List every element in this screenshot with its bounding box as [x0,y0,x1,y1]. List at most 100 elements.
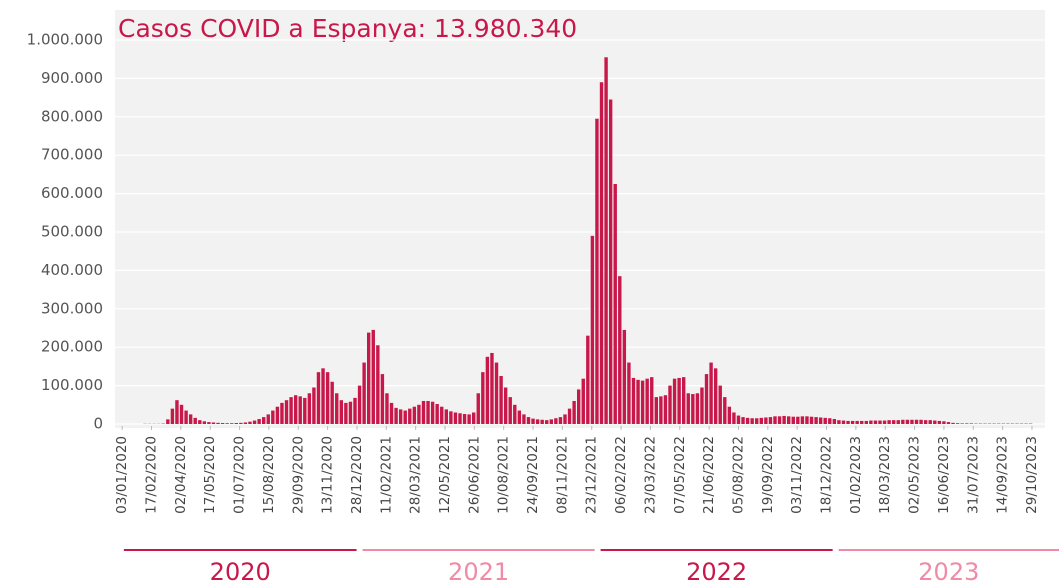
bar [910,419,914,424]
x-tick-label: 23/03/2022 [642,436,658,514]
bar [312,387,316,424]
bar [563,414,567,424]
bar [864,420,869,424]
bar [700,387,704,424]
bar [818,417,823,424]
bar [257,419,261,424]
bar [430,401,435,424]
bar [508,397,512,424]
x-tick-label: 23/12/2021 [584,436,600,514]
bar [230,423,234,424]
bar [755,418,759,424]
bar [271,410,275,424]
bar [586,335,590,424]
bar [576,389,581,424]
bar [946,422,951,424]
bar [796,416,800,424]
bar [184,410,188,424]
x-tick-label: 03/11/2022 [789,436,805,514]
bar [426,400,430,424]
y-tick-label: 200.000 [41,338,103,356]
bar [335,393,339,424]
bar [837,420,841,424]
bar [786,416,791,424]
bar [289,397,293,424]
bar [809,416,814,424]
bar [745,417,750,424]
bar [887,420,891,424]
x-tick-label: 01/07/2020 [232,436,248,514]
y-tick-label: 1.000.000 [27,31,103,49]
x-tick-label: 16/06/2023 [936,436,952,514]
y-tick-label: 700.000 [41,146,103,164]
bar [832,419,837,424]
y-tick-label: 300.000 [41,299,103,317]
bar [960,423,964,424]
bar [554,418,558,424]
bar [718,385,722,424]
bar [398,409,403,424]
bar [704,374,709,424]
x-tick-label: 08/11/2021 [554,436,570,514]
bar [481,372,485,424]
bar [969,423,974,424]
x-tick-label: 13/11/2020 [320,436,336,514]
x-tick-label: 31/07/2023 [965,436,981,514]
x-tick-label: 17/05/2020 [202,436,218,514]
bar [965,423,969,424]
bar [659,396,663,424]
bar [170,408,175,424]
bar [663,395,668,424]
bar [476,393,480,424]
bar [750,418,754,424]
bar [449,411,453,424]
y-tick-label: 0 [93,415,103,433]
bar [777,416,782,424]
bar [581,378,585,424]
bar [955,423,960,424]
bar [869,420,873,424]
bar [841,420,846,424]
bar [175,400,179,424]
bar [590,235,595,424]
bar [280,402,284,424]
bar [604,57,608,424]
x-tick-label: 14/09/2023 [995,436,1011,514]
bar [901,419,905,424]
bar [293,395,298,424]
x-tick-label: 10/08/2021 [496,436,512,514]
year-label: 2021 [448,558,509,586]
bar [330,381,334,424]
bar [741,417,745,424]
plot-background [115,10,1045,428]
bar [599,82,604,425]
bar [357,385,362,424]
bar [686,393,690,424]
bar [366,332,371,424]
bar [914,419,919,424]
bar [535,419,540,424]
year-label: 2023 [918,558,979,586]
bar [353,397,357,424]
bar [636,379,640,424]
bar [645,378,649,424]
x-tick-label: 29/10/2023 [1024,436,1040,514]
y-tick-label: 100.000 [41,376,103,394]
bar [640,380,645,424]
bar [618,276,622,424]
bar [942,421,946,424]
x-tick-label: 28/03/2021 [408,436,424,514]
bar [207,422,211,424]
bar [444,409,449,424]
bar [654,397,659,424]
bar [882,420,887,424]
bar [891,420,896,424]
year-label: 2022 [686,558,747,586]
bar [513,404,517,424]
x-tick-label: 12/05/2021 [437,436,453,514]
bar [828,418,832,424]
bar [622,329,627,424]
bar [462,414,467,424]
bar [713,368,718,424]
